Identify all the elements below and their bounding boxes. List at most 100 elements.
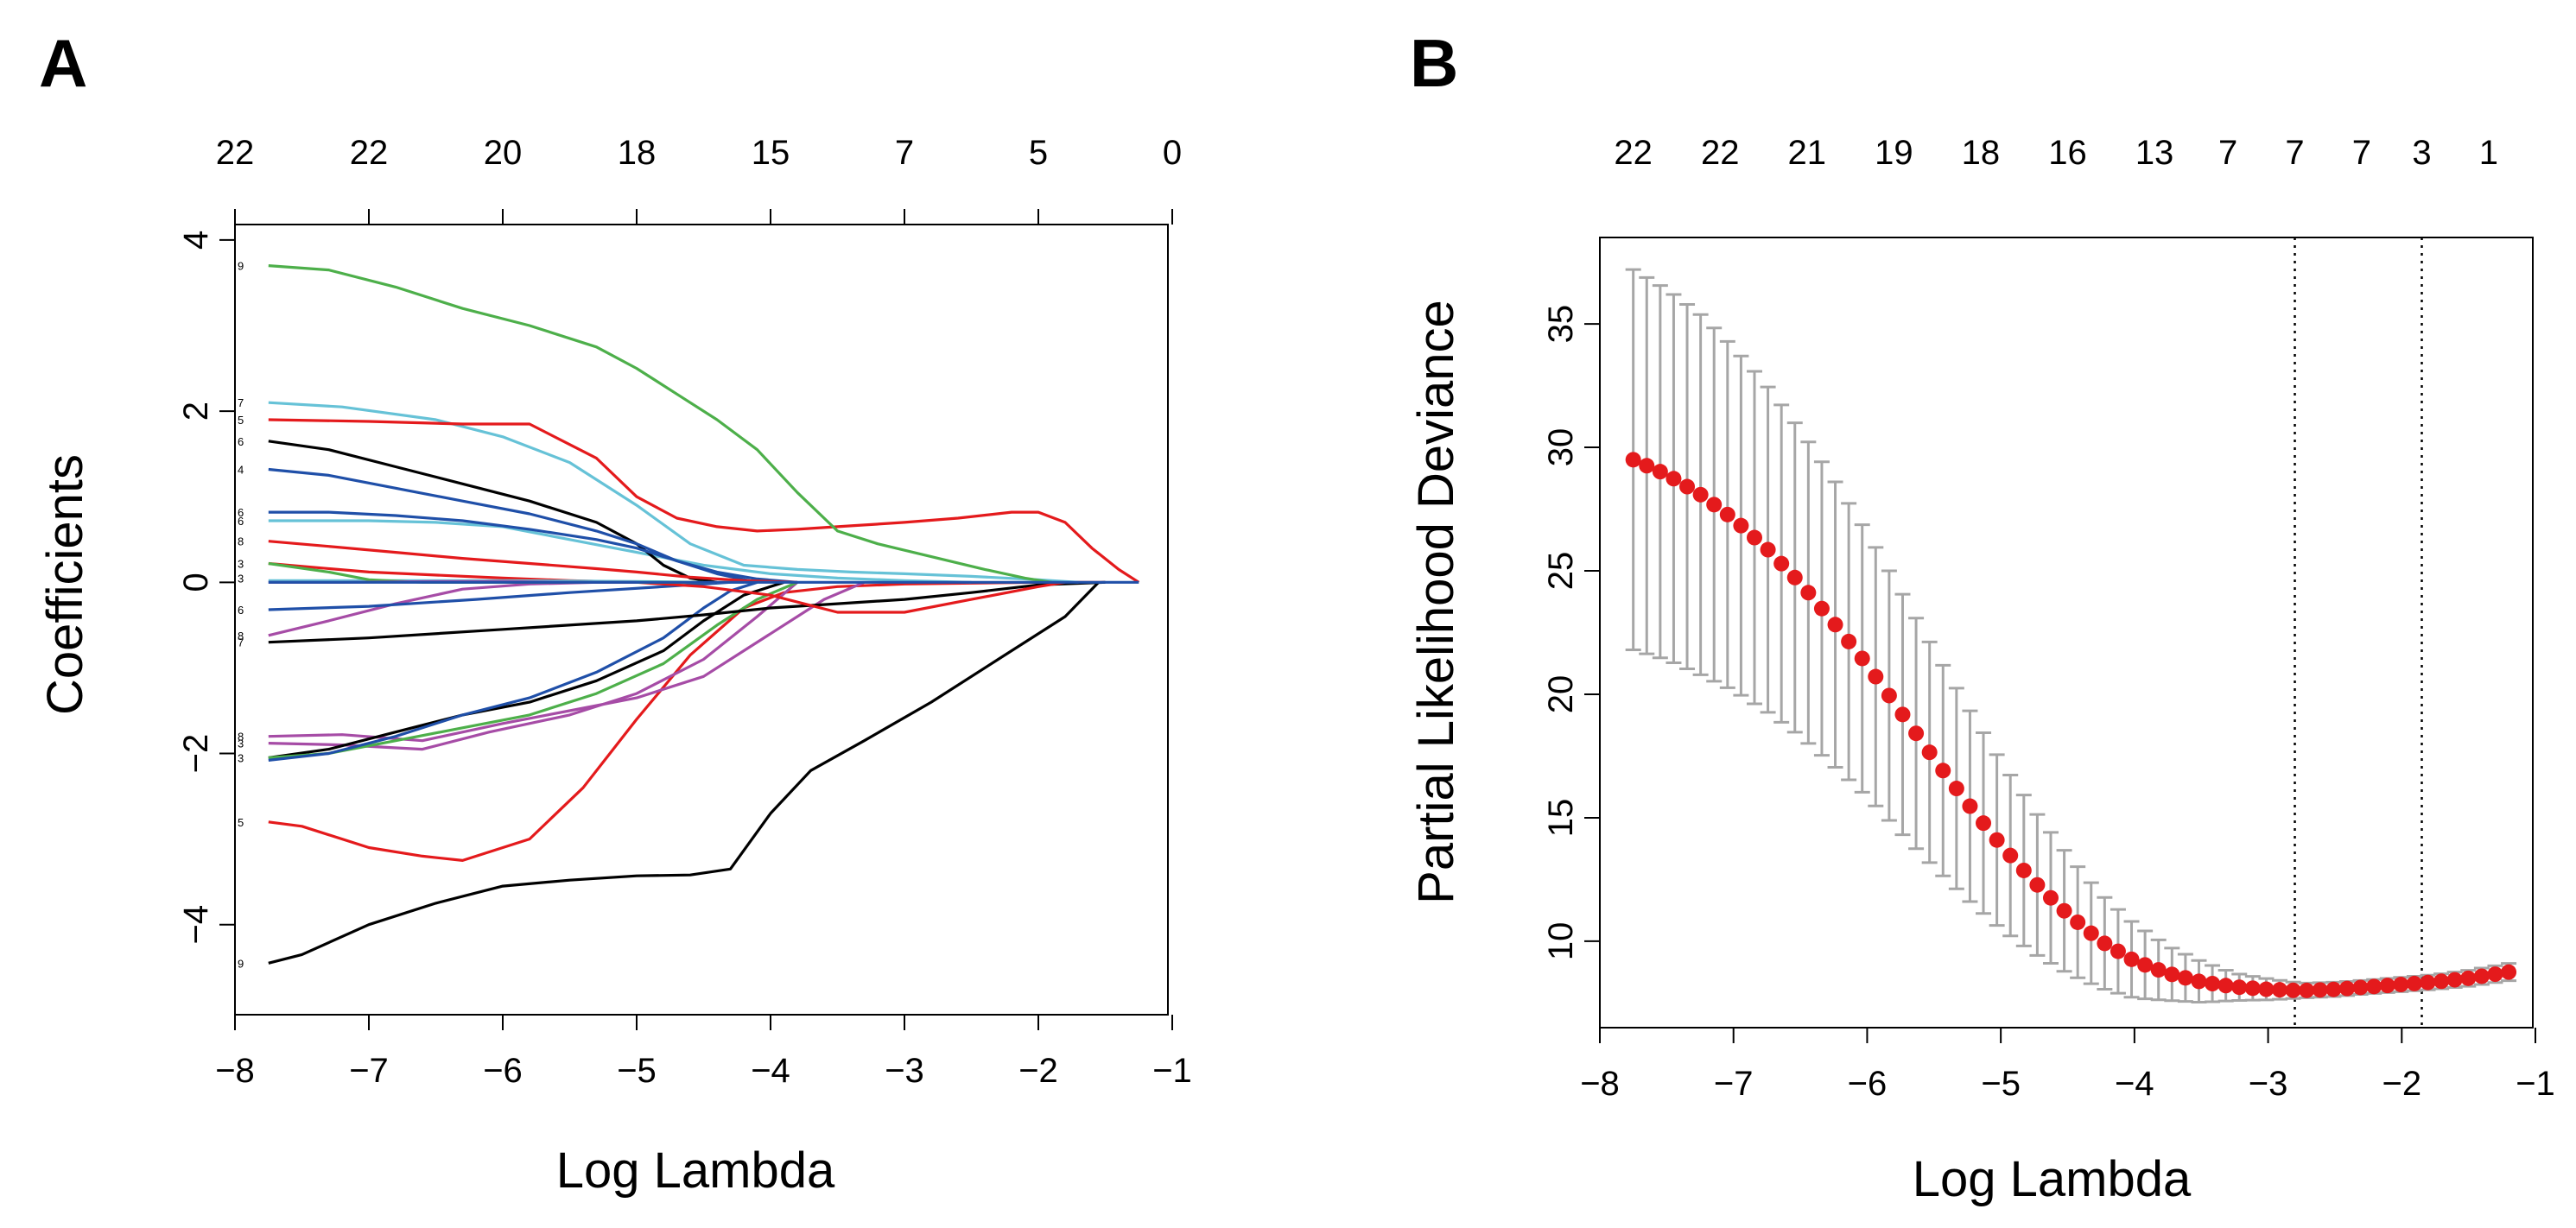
panel-a: A Log Lambda Coefficients 97564668336878… — [37, 25, 1192, 1199]
deviance-point-35 — [2097, 935, 2113, 952]
deviance-point-50 — [2299, 982, 2315, 998]
y-tick-label-2: 0 — [177, 573, 215, 592]
y-tick-label-5: 35 — [1542, 305, 1580, 344]
deviance-point-22 — [1921, 744, 1938, 761]
x-tick-label-3: −5 — [1981, 1065, 2021, 1103]
deviance-point-44 — [2218, 978, 2234, 994]
y-tick-label-1: −2 — [177, 734, 215, 774]
deviance-point-52 — [2325, 981, 2342, 997]
variable-label-4: 4 — [238, 464, 244, 477]
deviance-point-19 — [1881, 687, 1897, 704]
variable-label-14: 3 — [238, 737, 244, 750]
y-tick-label-4: 30 — [1542, 428, 1580, 467]
deviance-point-39 — [2150, 962, 2167, 978]
variable-label-3: 6 — [238, 435, 244, 448]
deviance-point-53 — [2338, 980, 2355, 997]
variable-label-2: 5 — [238, 414, 244, 427]
deviance-point-64 — [2487, 966, 2503, 983]
top-tick-label-4: 15 — [752, 134, 790, 172]
deviance-point-29 — [2015, 862, 2032, 878]
variable-label-9: 3 — [238, 572, 244, 585]
deviance-point-17 — [1854, 650, 1870, 667]
deviance-point-16 — [1841, 633, 1857, 649]
deviance-point-7 — [1719, 506, 1735, 522]
y-tick-label-4: 4 — [177, 231, 215, 250]
deviance-point-26 — [1976, 815, 1992, 832]
deviance-point-49 — [2285, 982, 2301, 998]
coef-path-19 — [268, 540, 798, 584]
deviance-point-15 — [1827, 617, 1843, 633]
x-tick-label-1: −7 — [1714, 1065, 1754, 1103]
variable-label-6: 6 — [238, 515, 244, 528]
top-label-0: 22 — [1614, 134, 1653, 172]
deviance-point-25 — [1962, 798, 1978, 814]
deviance-point-45 — [2231, 979, 2248, 996]
deviance-point-57 — [2393, 977, 2409, 993]
y-tick-label-2: 20 — [1542, 675, 1580, 714]
x-tick-label-0: −8 — [215, 1052, 255, 1090]
deviance-point-6 — [1706, 497, 1723, 513]
deviance-point-8 — [1733, 517, 1749, 534]
coef-path-12 — [268, 519, 972, 584]
deviance-point-56 — [2379, 978, 2395, 994]
deviance-point-42 — [2191, 973, 2207, 990]
x-tick-label-6: −2 — [1018, 1052, 1058, 1090]
variable-label-7: 8 — [238, 535, 244, 548]
deviance-point-46 — [2244, 980, 2261, 997]
coef-path-9 — [268, 580, 731, 611]
deviance-point-61 — [2446, 972, 2463, 988]
top-tick-label-5: 7 — [895, 134, 914, 172]
deviance-point-43 — [2205, 976, 2221, 992]
deviance-point-3 — [1666, 471, 1682, 487]
variable-label-12: 7 — [238, 636, 244, 649]
deviance-point-40 — [2164, 966, 2180, 983]
top-label-9: 7 — [2352, 134, 2371, 172]
coef-path-4 — [268, 580, 784, 760]
coef-path-7 — [268, 580, 1106, 644]
panel-label-a: A — [39, 25, 87, 101]
deviance-point-58 — [2406, 975, 2422, 991]
panel-b-x-axis-title: Log Lambda — [1913, 1151, 2192, 1207]
x-tick-label-4: −4 — [751, 1052, 790, 1090]
top-label-1: 22 — [1701, 134, 1740, 172]
panel-b-reference-lines — [2294, 237, 2423, 1028]
deviance-point-33 — [2070, 914, 2086, 930]
top-label-6: 13 — [2135, 134, 2174, 172]
deviance-point-38 — [2137, 957, 2154, 973]
deviance-point-65 — [2501, 964, 2517, 980]
x-tick-label-0: −8 — [1580, 1065, 1620, 1103]
coef-path-10 — [268, 561, 1066, 614]
top-tick-label-7: 0 — [1163, 134, 1182, 172]
deviance-point-51 — [2312, 982, 2328, 998]
deviance-point-18 — [1868, 668, 1884, 685]
deviance-point-1 — [1639, 458, 1655, 474]
top-label-10: 3 — [2412, 134, 2431, 172]
top-label-7: 7 — [2218, 134, 2237, 172]
x-tick-label-6: −2 — [2382, 1065, 2421, 1103]
deviance-point-54 — [2352, 979, 2369, 996]
deviance-point-0 — [1625, 452, 1641, 468]
deviance-point-21 — [1908, 725, 1925, 742]
deviance-point-55 — [2366, 978, 2382, 995]
coef-path-11 — [268, 401, 1079, 584]
deviance-point-12 — [1786, 569, 1803, 586]
deviance-point-63 — [2473, 968, 2490, 984]
deviance-point-28 — [2002, 847, 2019, 864]
y-tick-label-1: 15 — [1542, 799, 1580, 838]
deviance-point-11 — [1773, 555, 1790, 572]
top-tick-label-6: 5 — [1029, 134, 1048, 172]
panel-a-coefficient-paths — [268, 264, 1140, 965]
panel-a-x-axis-title: Log Lambda — [556, 1143, 835, 1199]
x-tick-label-1: −7 — [349, 1052, 389, 1090]
y-tick-label-3: 25 — [1542, 552, 1580, 591]
x-tick-label-4: −4 — [2115, 1065, 2154, 1103]
deviance-point-5 — [1692, 486, 1709, 503]
deviance-point-2 — [1652, 464, 1668, 480]
coef-path-1 — [268, 580, 1106, 863]
deviance-point-23 — [1935, 763, 1951, 779]
panel-b-deviance-points — [1625, 452, 2517, 998]
deviance-point-20 — [1894, 706, 1911, 723]
panel-a-y-axis-title: Coefficients — [37, 454, 93, 715]
